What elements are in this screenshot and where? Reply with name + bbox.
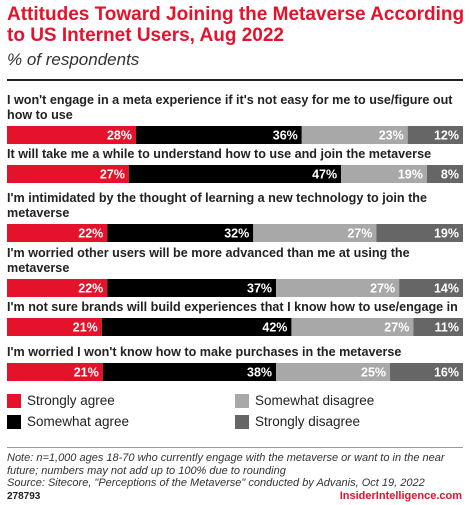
bar-segment-strongly-disagree [407,126,463,144]
value-label: 21% [73,321,98,335]
category-label: I'm worried other users will be more adv… [7,246,410,260]
value-label: 12% [434,129,459,143]
chart-subtitle: % of respondents [7,50,140,69]
value-label: 32% [224,227,249,241]
bar-segment-strongly-agree [7,363,103,381]
bar-segment-somewhat-disagree [301,126,408,144]
value-label: 27% [370,282,395,296]
category-label: how to use [7,108,73,122]
category-label: I won't engage in a meta experience if i… [7,93,453,107]
bar-segment-strongly-disagree [376,224,463,242]
category-label: metaverse [7,206,69,220]
brand-link[interactable]: InsiderIntelligence.com [339,490,462,502]
legend: Strongly agree Somewhat agree Somewhat d… [7,393,463,433]
value-label: 37% [247,282,272,296]
value-label: 21% [74,366,99,380]
value-label: 22% [78,227,103,241]
bar-segment-strongly-disagree [399,279,463,297]
value-label: 22% [78,282,103,296]
legend-swatch-strongly-agree [7,393,21,408]
category-label: It will take me a while to understand ho… [7,147,431,161]
value-label: 28% [107,129,132,143]
footnote: Note: n=1,000 ages 18-70 who currently e… [7,452,467,490]
bar-segment-strongly-agree [7,126,136,144]
legend-item-strongly-agree: Strongly agree [7,393,115,408]
bar-segment-strongly-agree [7,318,102,336]
bar-segment-somewhat-disagree [276,279,400,297]
value-label: 16% [434,366,459,380]
value-label: 42% [262,321,287,335]
bar-segment-somewhat-agree [102,363,277,381]
bar-segment-somewhat-agree [128,165,342,183]
value-label: 19% [398,168,423,182]
value-label: 23% [379,129,404,143]
bottom-divider [7,447,463,448]
value-label: 27% [384,321,409,335]
legend-label: Strongly agree [27,393,115,408]
bar-segment-strongly-agree [7,279,108,297]
bar-segment-strongly-agree [7,224,108,242]
bar-segment-strongly-disagree [390,363,463,381]
bar-segment-somewhat-agree [107,224,254,242]
legend-label: Somewhat agree [27,414,130,429]
value-label: 36% [273,129,298,143]
note-line-1: Note: n=1,000 ages 18-70 who currently e… [7,452,445,464]
legend-item-somewhat-agree: Somewhat agree [7,414,129,429]
top-divider [7,79,463,81]
bar-segment-somewhat-disagree [276,363,391,381]
value-label: 8% [441,168,459,182]
legend-swatch-strongly-disagree [235,414,249,429]
category-label: I'm not sure brands will build experienc… [7,300,458,314]
value-label: 27% [100,168,125,182]
value-label: 14% [434,282,459,296]
source-line: Source: Sitecore, "Perceptions of the Me… [7,477,425,489]
value-label: 47% [312,168,337,182]
bar-segment-somewhat-agree [101,318,292,336]
bar-segment-somewhat-agree [135,126,302,144]
legend-swatch-somewhat-agree [7,414,21,429]
note-line-2: future; numbers may not add up to 100% d… [7,464,286,477]
value-label: 27% [347,227,372,241]
chart-id: 278793 [7,491,41,502]
bar-segment-strongly-agree [7,165,129,183]
value-label: 19% [434,227,459,241]
legend-swatch-somewhat-disagree [235,393,249,408]
category-label: metaverse [7,261,69,275]
chart-title: Attitudes Toward Joining the Metaverse A… [7,4,465,46]
legend-item-somewhat-disagree: Somewhat disagree [235,393,374,408]
legend-item-strongly-disagree: Strongly disagree [235,414,360,429]
category-label: I'm worried I won't know how to make pur… [7,345,401,359]
value-label: 11% [435,321,459,335]
bar-segment-strongly-disagree [426,165,463,183]
value-label: 38% [247,366,272,380]
value-label: 25% [361,366,386,380]
bar-segment-somewhat-agree [107,279,277,297]
bar-segment-strongly-disagree [413,318,463,336]
legend-label: Strongly disagree [255,414,361,429]
bar-segment-somewhat-disagree [291,318,414,336]
bar-segment-somewhat-disagree [341,165,427,183]
category-label: I'm intimidated by the thought of learni… [7,191,427,205]
legend-label: Somewhat disagree [255,393,375,408]
bar-segment-somewhat-disagree [253,224,377,242]
